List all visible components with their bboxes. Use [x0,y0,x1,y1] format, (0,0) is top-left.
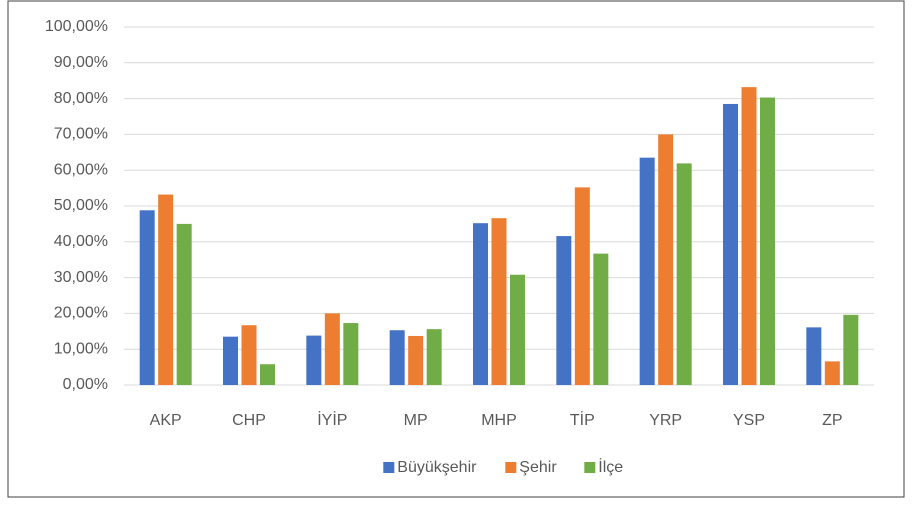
bar [473,223,488,385]
y-tick-label: 40,00% [54,233,108,250]
bar [639,157,655,385]
bar [556,236,572,385]
y-tick-label: 10,00% [54,340,108,357]
bar [408,335,424,385]
legend-label: Şehir [519,459,557,476]
x-tick-label: İYİP [317,410,347,429]
bar [806,327,822,385]
x-tick-label: ZP [822,412,842,429]
bar [324,313,340,385]
legend-swatch [584,462,596,473]
x-tick-label: AKP [150,412,182,429]
y-tick-label: 100,00% [45,18,108,35]
bar [574,187,590,385]
y-tick-label: 90,00% [54,54,108,71]
legend-label: İlçe [598,457,623,476]
bar [241,325,257,385]
y-tick-label: 30,00% [54,269,108,286]
bar [306,335,322,385]
bar [658,134,674,385]
bar [426,329,442,385]
bar [741,87,757,386]
x-tick-label: CHP [232,412,266,429]
bar [139,210,155,385]
bar [510,274,525,385]
bar [176,223,192,385]
bar [824,361,840,385]
x-tick-label: TİP [570,410,595,429]
legend-label: Büyükşehir [397,459,477,476]
bar [723,103,738,385]
x-tick-label: MHP [481,412,517,429]
x-tick-label: YRP [649,412,682,429]
y-tick-label: 0,00% [63,376,108,393]
bar [491,218,507,385]
y-tick-label: 50,00% [54,197,108,214]
bar [260,364,275,385]
bar [158,194,174,385]
y-tick-label: 70,00% [54,126,108,143]
bar [223,336,238,385]
bar [760,97,775,385]
bar [676,163,692,385]
bar [389,330,405,385]
bar [593,253,609,385]
x-tick-label: YSP [733,412,765,429]
y-tick-label: 80,00% [54,90,108,107]
bar [343,323,359,385]
y-tick-label: 60,00% [54,161,108,178]
x-tick-label: MP [404,412,428,429]
bar [843,314,859,385]
legend-swatch [383,462,395,473]
y-tick-label: 20,00% [54,305,108,322]
legend-swatch [505,462,517,473]
